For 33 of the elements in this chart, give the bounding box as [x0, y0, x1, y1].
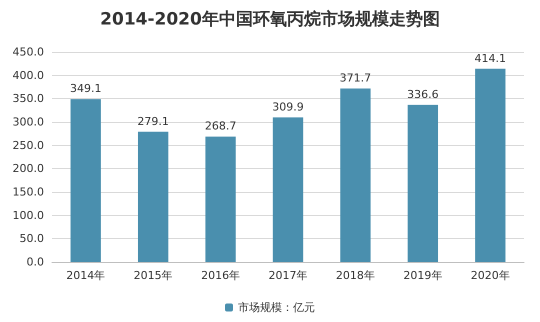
y-tick-label: 0.0: [26, 256, 44, 268]
bar: [70, 99, 101, 262]
x-tick-label: 2016年: [201, 269, 240, 282]
bar: [408, 104, 438, 262]
legend-label: 市场规模：亿元: [238, 301, 315, 314]
data-label: 268.7: [204, 120, 236, 133]
x-tick-label: 2018年: [336, 269, 375, 282]
y-tick-label: 200.0: [12, 162, 44, 176]
data-label: 414.1: [474, 52, 506, 65]
x-tick-label: 2014年: [66, 269, 106, 282]
data-label: 349.1: [70, 82, 102, 96]
y-tick-label: 450.0: [12, 46, 44, 58]
y-tick-label: 400.0: [12, 68, 44, 82]
data-label: 336.6: [407, 88, 439, 101]
data-label: 309.9: [272, 100, 304, 114]
bar: [272, 117, 304, 262]
bar: [475, 68, 506, 262]
y-tick-label: 250.0: [12, 138, 44, 152]
y-tick-label: 150.0: [12, 186, 44, 198]
y-tick-label: 300.0: [12, 116, 44, 128]
bar: [138, 132, 168, 262]
y-tick-label: 100.0: [12, 208, 44, 222]
chart-title: 2014-2020年中国环氧丙烷市场规模走势图: [100, 10, 440, 30]
x-tick-label: 2017年: [268, 269, 308, 282]
x-tick-label: 2020年: [470, 269, 510, 282]
y-tick-label: 50.0: [20, 232, 44, 246]
bar: [340, 88, 371, 262]
x-tick-label: 2015年: [134, 269, 173, 282]
y-tick-label: 350.0: [12, 92, 44, 106]
bar: [205, 136, 236, 262]
x-tick-label: 2019年: [403, 269, 442, 282]
data-label: 279.1: [137, 114, 169, 128]
data-label: 371.7: [340, 72, 372, 85]
